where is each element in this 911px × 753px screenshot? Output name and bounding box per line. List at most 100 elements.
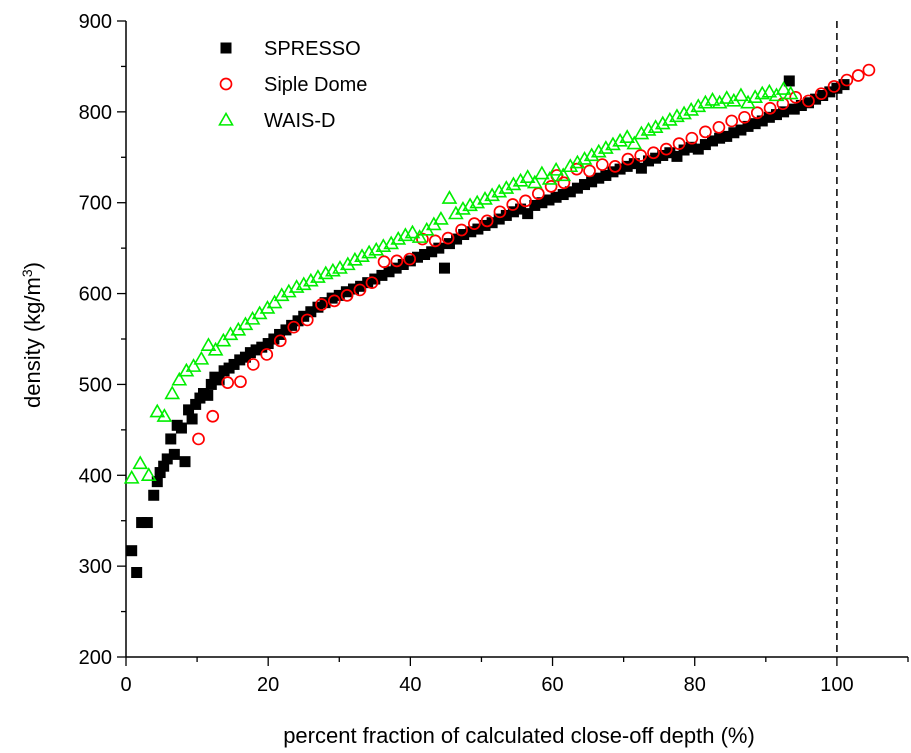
wais-d-point bbox=[505, 176, 522, 191]
siple-dome-point bbox=[789, 90, 803, 104]
wais-d-point bbox=[605, 136, 621, 151]
siple-dome-point bbox=[480, 214, 494, 228]
spresso-point bbox=[280, 324, 292, 336]
spresso-point bbox=[735, 124, 747, 136]
spresso-point bbox=[151, 476, 163, 488]
spresso-point bbox=[493, 213, 505, 225]
legend-marker-siple-dome bbox=[219, 77, 233, 91]
legend: SPRESSO Siple Dome WAIS-D bbox=[218, 38, 367, 132]
spresso-point bbox=[749, 118, 761, 130]
spresso-point bbox=[621, 160, 633, 172]
spresso-point bbox=[571, 182, 583, 194]
y-axis-label-main: density (kg/m bbox=[20, 277, 45, 408]
spresso-point bbox=[228, 358, 240, 370]
y-axis-ticks: 200 300 400 500 600 700 800 900 bbox=[79, 11, 126, 669]
spresso-point bbox=[305, 306, 317, 318]
wais-d-point bbox=[324, 262, 341, 277]
spresso-point bbox=[175, 422, 187, 434]
wais-d-point bbox=[266, 294, 283, 309]
spresso-point bbox=[451, 233, 463, 245]
wais-d-point bbox=[207, 341, 224, 356]
spresso-point bbox=[515, 203, 527, 215]
spresso-point bbox=[355, 280, 367, 292]
siple-dome-point bbox=[738, 110, 751, 124]
wais-d-point bbox=[288, 279, 305, 293]
spresso-point bbox=[643, 155, 655, 167]
spresso-point bbox=[721, 130, 733, 142]
wais-d-point bbox=[569, 154, 586, 169]
wais-d-point bbox=[583, 147, 600, 162]
x-tick-label: 20 bbox=[257, 674, 279, 696]
wais-d-point bbox=[654, 115, 671, 130]
wais-d-point bbox=[562, 158, 579, 173]
spresso-point bbox=[778, 106, 790, 118]
spresso-point bbox=[340, 286, 352, 298]
series-spresso bbox=[126, 75, 850, 579]
wais-d-point bbox=[193, 350, 210, 365]
spresso-point bbox=[168, 448, 180, 460]
wais-d-point bbox=[447, 205, 464, 220]
series-wais-d bbox=[123, 81, 799, 484]
spresso-point bbox=[699, 139, 711, 151]
spresso-point bbox=[593, 172, 605, 184]
spresso-point bbox=[268, 333, 280, 345]
siple-dome-point bbox=[353, 283, 367, 297]
siple-dome-point bbox=[557, 176, 571, 190]
spresso-point bbox=[419, 249, 431, 261]
wais-d-point bbox=[519, 169, 536, 183]
spresso-point bbox=[148, 489, 160, 501]
y-tick-label: 300 bbox=[79, 556, 112, 578]
y-tick-label: 900 bbox=[79, 11, 112, 33]
wais-d-point bbox=[411, 229, 428, 243]
x-axis-ticks: 0 20 40 60 80 100 bbox=[120, 657, 909, 696]
spresso-point bbox=[788, 103, 800, 115]
wais-d-point bbox=[661, 111, 678, 126]
wais-d-point bbox=[280, 283, 297, 298]
spresso-point bbox=[333, 289, 345, 301]
siple-dome-point bbox=[365, 276, 379, 290]
wais-d-point bbox=[512, 172, 529, 187]
wais-d-point bbox=[747, 89, 764, 103]
spresso-point bbox=[369, 273, 381, 285]
y-axis-label-tail: ) bbox=[20, 262, 45, 269]
spresso-point bbox=[154, 467, 166, 479]
siple-dome-point bbox=[544, 180, 558, 193]
siple-dome-point bbox=[428, 234, 442, 248]
y-tick-label: 800 bbox=[79, 102, 112, 124]
siple-dome-point bbox=[621, 152, 635, 166]
spresso-point bbox=[507, 206, 519, 218]
siple-dome-point bbox=[234, 375, 247, 389]
legend-marker-wais-d bbox=[218, 111, 234, 126]
wais-d-point bbox=[441, 190, 458, 204]
spresso-point bbox=[557, 189, 569, 201]
wais-d-point bbox=[704, 91, 721, 106]
wais-d-point bbox=[390, 230, 407, 245]
siple-dome-point bbox=[840, 73, 854, 87]
siple-dome-point bbox=[206, 409, 220, 423]
spresso-point bbox=[550, 191, 562, 203]
spresso-point bbox=[411, 251, 423, 263]
siple-dome-point bbox=[814, 87, 828, 101]
siple-dome-point bbox=[595, 158, 609, 171]
siple-dome-point bbox=[315, 298, 328, 311]
wais-d-point bbox=[149, 403, 166, 418]
siple-dome-point bbox=[506, 198, 520, 211]
siple-dome-point bbox=[827, 80, 841, 93]
siple-dome-point bbox=[221, 376, 235, 389]
siple-dome-point bbox=[862, 63, 876, 77]
wais-d-point bbox=[164, 385, 181, 400]
spresso-point bbox=[362, 277, 374, 289]
legend-item-spresso: SPRESSO bbox=[220, 38, 361, 60]
spresso-point bbox=[433, 242, 445, 254]
spresso-point bbox=[397, 258, 409, 270]
spresso-point bbox=[536, 197, 548, 209]
spresso-point bbox=[190, 398, 202, 410]
spresso-point bbox=[824, 86, 836, 98]
series-siple-dome bbox=[192, 63, 876, 446]
y-tick-label: 500 bbox=[79, 374, 112, 396]
siple-dome-point bbox=[750, 106, 764, 120]
siple-dome-point bbox=[851, 69, 865, 82]
siple-dome-point bbox=[287, 320, 301, 334]
spresso-point bbox=[438, 262, 450, 274]
